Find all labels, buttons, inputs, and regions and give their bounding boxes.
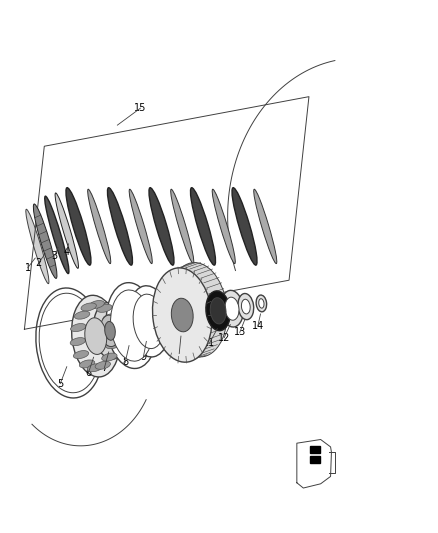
Ellipse shape (225, 297, 239, 320)
Ellipse shape (93, 303, 127, 359)
Ellipse shape (152, 268, 212, 362)
Ellipse shape (133, 294, 165, 349)
Ellipse shape (66, 188, 91, 265)
Ellipse shape (259, 298, 264, 308)
Ellipse shape (103, 313, 118, 321)
Ellipse shape (85, 318, 107, 354)
Ellipse shape (129, 189, 152, 264)
Ellipse shape (238, 294, 254, 320)
Ellipse shape (33, 204, 57, 278)
Ellipse shape (256, 295, 267, 312)
Ellipse shape (74, 311, 90, 319)
Text: 3: 3 (52, 251, 58, 261)
Ellipse shape (212, 189, 235, 264)
Ellipse shape (89, 301, 104, 309)
Ellipse shape (210, 298, 226, 324)
Ellipse shape (88, 189, 111, 264)
Text: 2: 2 (35, 259, 41, 268)
Ellipse shape (55, 193, 78, 268)
Text: 14: 14 (252, 320, 264, 330)
Text: 1: 1 (25, 263, 31, 272)
Text: 8: 8 (122, 358, 128, 367)
Text: 9: 9 (140, 352, 146, 362)
Ellipse shape (106, 327, 121, 335)
Ellipse shape (232, 188, 257, 265)
Ellipse shape (73, 351, 88, 359)
Bar (310, 446, 320, 453)
Text: 15: 15 (134, 103, 146, 114)
Ellipse shape (100, 315, 120, 346)
Text: 4: 4 (64, 247, 70, 257)
Text: 5: 5 (57, 378, 64, 389)
Ellipse shape (241, 299, 250, 314)
Ellipse shape (102, 353, 117, 361)
Ellipse shape (110, 290, 153, 361)
Ellipse shape (191, 188, 215, 265)
Ellipse shape (87, 364, 102, 372)
Ellipse shape (107, 188, 133, 265)
Ellipse shape (106, 282, 157, 368)
Ellipse shape (206, 291, 230, 330)
Ellipse shape (149, 188, 174, 265)
Text: 6: 6 (85, 368, 92, 378)
Text: 12: 12 (218, 333, 230, 343)
Text: 10: 10 (173, 349, 185, 359)
Ellipse shape (26, 209, 49, 284)
Ellipse shape (97, 304, 112, 312)
Text: 11: 11 (203, 338, 215, 348)
Ellipse shape (79, 360, 95, 368)
Ellipse shape (106, 341, 121, 349)
Text: 13: 13 (233, 327, 246, 337)
Ellipse shape (128, 286, 170, 357)
Text: 7: 7 (101, 363, 107, 373)
Ellipse shape (71, 324, 86, 332)
Ellipse shape (168, 263, 227, 357)
Ellipse shape (70, 337, 85, 345)
Ellipse shape (81, 303, 96, 311)
Ellipse shape (71, 295, 120, 377)
Bar (310, 456, 320, 463)
Ellipse shape (95, 361, 110, 369)
Ellipse shape (221, 290, 244, 327)
Ellipse shape (171, 298, 193, 332)
Ellipse shape (105, 321, 115, 340)
Ellipse shape (171, 189, 194, 264)
Ellipse shape (45, 196, 69, 273)
Ellipse shape (254, 189, 277, 264)
